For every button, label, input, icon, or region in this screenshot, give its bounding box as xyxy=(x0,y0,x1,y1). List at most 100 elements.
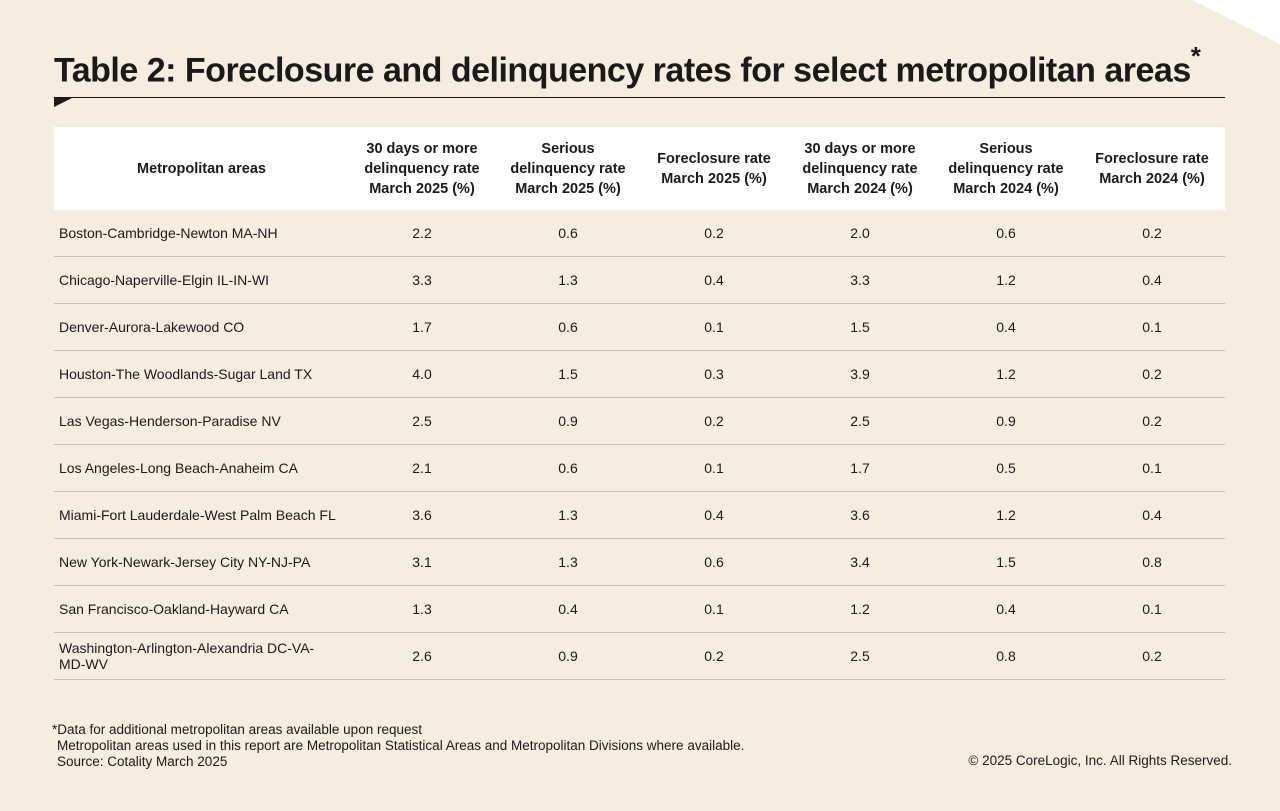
footnote-definition: Metropolitan areas used in this report a… xyxy=(57,738,745,753)
rate-cell: 2.0 xyxy=(787,210,933,257)
rate-cell: 0.2 xyxy=(1079,397,1225,445)
rate-cell: 0.9 xyxy=(495,632,641,680)
column-header: 30 days or more delinquency rate March 2… xyxy=(787,127,933,210)
table-header-row: Metropolitan areas 30 days or more delin… xyxy=(54,127,1225,210)
column-header: Metropolitan areas xyxy=(54,127,349,210)
rate-cell: 0.4 xyxy=(933,585,1079,633)
rate-cell: 0.1 xyxy=(1079,585,1225,633)
rate-cell: 0.6 xyxy=(495,444,641,492)
column-header: Foreclosure rate March 2025 (%) xyxy=(641,127,787,210)
rate-cell: 1.3 xyxy=(495,256,641,304)
rate-cell: 3.1 xyxy=(349,538,495,586)
rate-cell: 1.7 xyxy=(787,444,933,492)
rate-cell: 2.5 xyxy=(787,632,933,680)
rate-cell: 1.5 xyxy=(495,350,641,398)
rate-cell: 0.2 xyxy=(1079,210,1225,257)
footnote-source: Source: Cotality March 2025 xyxy=(57,754,228,769)
rate-cell: 0.6 xyxy=(641,538,787,586)
rate-cell: 0.4 xyxy=(1079,491,1225,539)
title-footnote-mark: * xyxy=(1190,41,1201,71)
rate-cell: 0.6 xyxy=(495,303,641,351)
rates-table: Metropolitan areas 30 days or more delin… xyxy=(54,127,1225,680)
rate-cell: 1.3 xyxy=(349,585,495,633)
rate-cell: 1.5 xyxy=(787,303,933,351)
rate-cell: 0.1 xyxy=(1079,303,1225,351)
rate-cell: 0.2 xyxy=(641,632,787,680)
metro-area-cell: Chicago-Naperville-Elgin IL-IN-WI xyxy=(54,256,349,304)
footnotes: *Data for additional metropolitan areas … xyxy=(52,722,744,770)
table-row: New York-Newark-Jersey City NY-NJ-PA 3.1 1… xyxy=(54,538,1225,586)
rate-cell: 0.5 xyxy=(933,444,1079,492)
table-row: Los Angeles-Long Beach-Anaheim CA 2.1 0.6 0… xyxy=(54,444,1225,492)
metro-area-cell: Washington-Arlington-Alexandria DC-VA-MD… xyxy=(54,632,349,680)
rate-cell: 0.9 xyxy=(933,397,1079,445)
rate-cell: 3.3 xyxy=(787,256,933,304)
rate-cell: 0.8 xyxy=(933,632,1079,680)
column-header: Foreclosure rate March 2024 (%) xyxy=(1079,127,1225,210)
rate-cell: 2.6 xyxy=(349,632,495,680)
rate-cell: 0.9 xyxy=(495,397,641,445)
title-rule-marker xyxy=(54,97,74,107)
metro-area-cell: Los Angeles-Long Beach-Anaheim CA xyxy=(54,444,349,492)
rate-cell: 0.1 xyxy=(641,303,787,351)
copyright-notice: © 2025 CoreLogic, Inc. All Rights Reserv… xyxy=(968,753,1232,768)
rate-cell: 0.4 xyxy=(641,491,787,539)
table-row: Las Vegas-Henderson-Paradise NV 2.5 0.9 0.2… xyxy=(54,397,1225,445)
table-row: Boston-Cambridge-Newton MA-NH 2.2 0.6 0.2 2.… xyxy=(54,210,1225,257)
rate-cell: 0.3 xyxy=(641,350,787,398)
rate-cell: 0.4 xyxy=(641,256,787,304)
rate-cell: 0.4 xyxy=(1079,256,1225,304)
rate-cell: 1.2 xyxy=(933,350,1079,398)
table-row: Chicago-Naperville-Elgin IL-IN-WI 3.3 1.3 0… xyxy=(54,256,1225,304)
metro-area-cell: New York-Newark-Jersey City NY-NJ-PA xyxy=(54,538,349,586)
table-row: Washington-Arlington-Alexandria DC-VA-MD… xyxy=(54,632,1225,680)
metro-area-cell: Boston-Cambridge-Newton MA-NH xyxy=(54,210,349,257)
table-row: San Francisco-Oakland-Hayward CA 1.3 0.4 0.… xyxy=(54,585,1225,633)
rate-cell: 1.2 xyxy=(787,585,933,633)
rate-cell: 0.6 xyxy=(933,210,1079,257)
page-corner-fold xyxy=(1192,0,1280,44)
title-rule xyxy=(54,97,1225,98)
footnote-additional-data: *Data for additional metropolitan areas … xyxy=(52,722,422,737)
column-header: Serious delinquency rate March 2025 (%) xyxy=(495,127,641,210)
rate-cell: 3.4 xyxy=(787,538,933,586)
metro-area-cell: Miami-Fort Lauderdale-West Palm Beach FL xyxy=(54,491,349,539)
rate-cell: 0.1 xyxy=(1079,444,1225,492)
rate-cell: 0.6 xyxy=(495,210,641,257)
rate-cell: 0.8 xyxy=(1079,538,1225,586)
rate-cell: 2.1 xyxy=(349,444,495,492)
rate-cell: 0.4 xyxy=(495,585,641,633)
rate-cell: 3.3 xyxy=(349,256,495,304)
rate-cell: 1.3 xyxy=(495,491,641,539)
column-header: Serious delinquency rate March 2024 (%) xyxy=(933,127,1079,210)
rate-cell: 1.3 xyxy=(495,538,641,586)
rate-cell: 0.2 xyxy=(641,397,787,445)
rate-cell: 0.1 xyxy=(641,444,787,492)
rate-cell: 1.2 xyxy=(933,491,1079,539)
rate-cell: 2.5 xyxy=(349,397,495,445)
rate-cell: 1.7 xyxy=(349,303,495,351)
table-body: Boston-Cambridge-Newton MA-NH 2.2 0.6 0.2 2.… xyxy=(54,210,1225,680)
rate-cell: 3.6 xyxy=(349,491,495,539)
metro-area-cell: Las Vegas-Henderson-Paradise NV xyxy=(54,397,349,445)
table-row: Miami-Fort Lauderdale-West Palm Beach FL… xyxy=(54,491,1225,539)
table-row: Houston-The Woodlands-Sugar Land TX 4.0 1.… xyxy=(54,350,1225,398)
rate-cell: 2.2 xyxy=(349,210,495,257)
rate-cell: 2.5 xyxy=(787,397,933,445)
column-header: 30 days or more delinquency rate March 2… xyxy=(349,127,495,210)
rate-cell: 0.2 xyxy=(641,210,787,257)
rate-cell: 0.1 xyxy=(641,585,787,633)
table-row: Denver-Aurora-Lakewood CO 1.7 0.6 0.1 1.5 0.4… xyxy=(54,303,1225,351)
metro-area-cell: Denver-Aurora-Lakewood CO xyxy=(54,303,349,351)
rate-cell: 0.2 xyxy=(1079,632,1225,680)
rate-cell: 1.5 xyxy=(933,538,1079,586)
metro-area-cell: San Francisco-Oakland-Hayward CA xyxy=(54,585,349,633)
rate-cell: 0.4 xyxy=(933,303,1079,351)
rate-cell: 3.9 xyxy=(787,350,933,398)
metro-area-cell: Houston-The Woodlands-Sugar Land TX xyxy=(54,350,349,398)
rate-cell: 4.0 xyxy=(349,350,495,398)
rate-cell: 3.6 xyxy=(787,491,933,539)
rate-cell: 0.2 xyxy=(1079,350,1225,398)
rate-cell: 1.2 xyxy=(933,256,1079,304)
table-title: Table 2: Foreclosure and delinquency rat… xyxy=(54,38,1201,92)
